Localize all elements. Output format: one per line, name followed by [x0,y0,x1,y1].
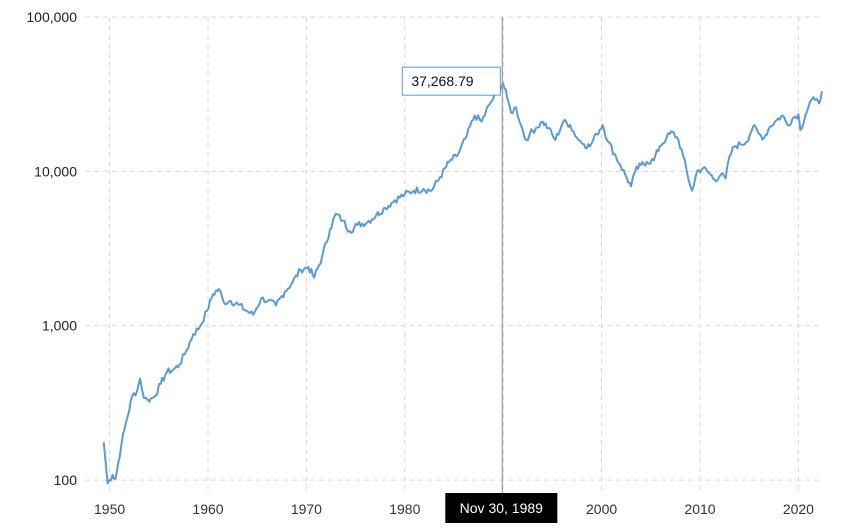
x-tick-label: 1980 [389,501,420,517]
date-label: Nov 30, 1989 [445,493,558,523]
x-tick-label: 2020 [783,501,814,517]
tooltip-box [401,66,501,96]
date-label-box [445,493,558,523]
value-tooltip: 37,268.79 [401,66,501,96]
y-tick-label: 1,000 [42,318,77,334]
x-tick-label: 1960 [192,501,223,517]
tooltip-value-text: 37,268.79 [411,73,473,89]
y-axis-ticks: 100 1,000 10,000 100,000 [26,9,77,488]
y-tick-label: 10,000 [34,163,77,179]
x-gridlines [109,17,799,491]
x-tick-label: 2000 [586,501,617,517]
series-line-nikkei [102,82,823,485]
date-label-text: Nov 30, 1989 [460,500,543,516]
x-tick-label: 2010 [684,501,715,517]
x-tick-label: 1970 [291,501,322,517]
x-tick-label: 1950 [94,501,125,517]
x-axis-ticks: 1950 1960 1970 1980 2000 2010 2020 [94,501,814,517]
y-tick-label: 100,000 [26,9,77,25]
y-tick-label: 100 [54,472,78,488]
